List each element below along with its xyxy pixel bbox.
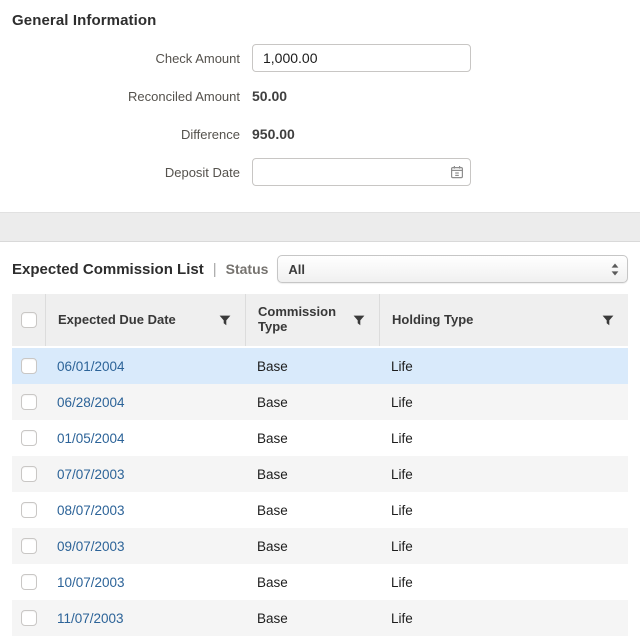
commission-type-cell: Base bbox=[245, 431, 379, 446]
table-row[interactable]: 10/07/2003 Base Life bbox=[12, 564, 628, 600]
column-header-holding-type: Holding Type bbox=[379, 294, 628, 346]
filter-funnel-icon[interactable] bbox=[353, 315, 365, 326]
expected-due-date-link[interactable]: 10/07/2003 bbox=[57, 575, 125, 590]
table-row[interactable]: 11/07/2003 Base Life bbox=[12, 600, 628, 636]
table-row[interactable]: 01/05/2004 Base Life bbox=[12, 420, 628, 456]
commission-type-cell: Base bbox=[245, 395, 379, 410]
row-checkbox[interactable] bbox=[21, 394, 37, 410]
row-checkbox[interactable] bbox=[21, 610, 37, 626]
expected-due-date-link[interactable]: 01/05/2004 bbox=[57, 431, 125, 446]
table-row[interactable]: 07/07/2003 Base Life bbox=[12, 456, 628, 492]
holding-type-cell: Life bbox=[379, 467, 628, 482]
check-amount-input[interactable] bbox=[252, 44, 471, 72]
row-checkbox[interactable] bbox=[21, 502, 37, 518]
title-separator: | bbox=[213, 261, 217, 278]
expected-due-date-link[interactable]: 06/01/2004 bbox=[57, 359, 125, 374]
table-row[interactable]: 06/28/2004 Base Life bbox=[12, 384, 628, 420]
column-label: Commission Type bbox=[258, 305, 342, 335]
table-row[interactable]: 09/07/2003 Base Life bbox=[12, 528, 628, 564]
table-row[interactable]: 06/01/2004 Base Life bbox=[12, 348, 628, 384]
row-checkbox[interactable] bbox=[21, 574, 37, 590]
select-all-checkbox[interactable] bbox=[21, 312, 37, 328]
expected-due-date-link[interactable]: 07/07/2003 bbox=[57, 467, 125, 482]
holding-type-cell: Life bbox=[379, 395, 628, 410]
expected-due-date-link[interactable]: 06/28/2004 bbox=[57, 395, 125, 410]
reconciled-amount-value: 50.00 bbox=[252, 88, 287, 104]
holding-type-cell: Life bbox=[379, 359, 628, 374]
expected-due-date-link[interactable]: 08/07/2003 bbox=[57, 503, 125, 518]
column-label: Holding Type bbox=[392, 313, 473, 328]
expected-due-date-link[interactable]: 09/07/2003 bbox=[57, 539, 125, 554]
row-checkbox[interactable] bbox=[21, 466, 37, 482]
column-header-expected-due-date: Expected Due Date bbox=[45, 294, 245, 346]
select-spinner-icon bbox=[611, 263, 619, 276]
header-checkbox-cell bbox=[12, 294, 45, 346]
holding-type-cell: Life bbox=[379, 431, 628, 446]
row-checkbox[interactable] bbox=[21, 430, 37, 446]
row-checkbox[interactable] bbox=[21, 538, 37, 554]
row-checkbox[interactable] bbox=[21, 358, 37, 374]
commission-list-title: Expected Commission List bbox=[12, 261, 204, 278]
difference-row: Difference 950.00 bbox=[0, 120, 640, 148]
expected-due-date-link[interactable]: 11/07/2003 bbox=[57, 611, 124, 626]
filter-funnel-icon[interactable] bbox=[602, 315, 614, 326]
check-amount-row: Check Amount bbox=[0, 44, 640, 72]
difference-value: 950.00 bbox=[252, 126, 295, 142]
table-row[interactable]: 08/07/2003 Base Life bbox=[12, 492, 628, 528]
general-information-title: General Information bbox=[0, 0, 640, 29]
commission-list-header: Expected Commission List | Status All bbox=[0, 242, 640, 283]
commission-type-cell: Base bbox=[245, 575, 379, 590]
general-information-form: Check Amount Reconciled Amount 50.00 Dif… bbox=[0, 44, 640, 186]
check-amount-label: Check Amount bbox=[0, 51, 240, 66]
commission-type-cell: Base bbox=[245, 359, 379, 374]
status-dropdown-value: All bbox=[288, 262, 305, 277]
column-header-commission-type: Commission Type bbox=[245, 294, 379, 346]
commission-type-cell: Base bbox=[245, 539, 379, 554]
filter-funnel-icon[interactable] bbox=[219, 315, 231, 326]
reconciled-amount-label: Reconciled Amount bbox=[0, 89, 240, 104]
table-header-row: Expected Due Date Commission Type Holdin… bbox=[12, 294, 628, 348]
deposit-date-input[interactable] bbox=[252, 158, 471, 186]
holding-type-cell: Life bbox=[379, 575, 628, 590]
holding-type-cell: Life bbox=[379, 503, 628, 518]
commission-type-cell: Base bbox=[245, 611, 379, 626]
reconciled-amount-row: Reconciled Amount 50.00 bbox=[0, 82, 640, 110]
commission-type-cell: Base bbox=[245, 467, 379, 482]
expected-commission-table: Expected Due Date Commission Type Holdin… bbox=[12, 294, 628, 636]
column-label: Expected Due Date bbox=[58, 313, 176, 328]
commission-type-cell: Base bbox=[245, 503, 379, 518]
difference-label: Difference bbox=[0, 127, 240, 142]
status-label: Status bbox=[226, 261, 269, 277]
holding-type-cell: Life bbox=[379, 539, 628, 554]
calendar-icon[interactable] bbox=[450, 165, 464, 179]
holding-type-cell: Life bbox=[379, 611, 628, 626]
deposit-date-row: Deposit Date bbox=[0, 158, 640, 186]
section-divider-band bbox=[0, 212, 640, 242]
status-dropdown[interactable]: All bbox=[277, 255, 628, 283]
deposit-date-label: Deposit Date bbox=[0, 165, 240, 180]
